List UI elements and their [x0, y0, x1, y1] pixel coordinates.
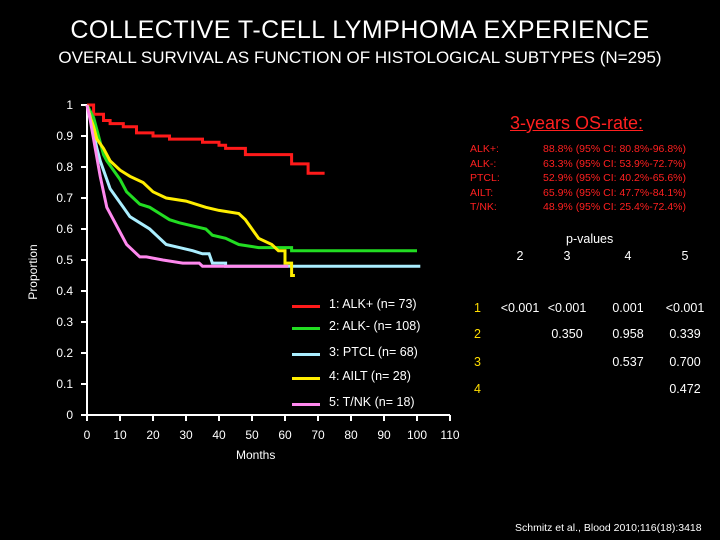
pvalue-cell: 0.472 [669, 382, 701, 396]
legend-label-3: 3: PTCL (n= 68) [329, 345, 418, 359]
os-rate-group: AILT: [470, 186, 494, 199]
legend-line-1 [292, 305, 320, 308]
pvalue-row-header: 2 [474, 327, 481, 341]
x-tick-label: 60 [278, 428, 292, 442]
pvalue-cell: <0.001 [500, 301, 540, 315]
pvalue-col-header: 2 [516, 249, 524, 263]
legend-label-2: 2: ALK- (n= 108) [329, 319, 421, 333]
pvalue-cell: <0.001 [547, 301, 587, 315]
pvalue-cell: 0.537 [612, 355, 644, 369]
legend-label-4: 4: AILT (n= 28) [329, 369, 411, 383]
pvalue-row-header: 3 [474, 355, 481, 369]
os-rate-value: 65.9% (95% CI: 47.7%-84.1%) [543, 186, 686, 199]
pvalue-cell: 0.350 [551, 327, 583, 341]
os-rate-table: ALK+: 88.8% (95% CI: 80.8%-96.8%) ALK-: 63.… [470, 142, 686, 215]
pvalue-title: p-values [566, 232, 614, 246]
citation: Schmitz et al., Blood 2010;116(18):3418 [515, 522, 702, 534]
pvalue-row-header: 1 [474, 301, 481, 315]
pvalue-col-header: 5 [681, 249, 689, 263]
os-rate-row: ALK-: 63.3% (95% CI: 53.9%-72.7%) [470, 157, 686, 172]
survival-curve-2 [85, 104, 417, 253]
os-rate-value: 63.3% (95% CI: 53.9%-72.7%) [543, 157, 686, 170]
y-tick-label: 0.3 [56, 315, 73, 329]
y-tick-label: 0.8 [56, 160, 73, 174]
pvalue-row-header: 4 [474, 382, 481, 396]
os-rate-title: 3-years OS-rate: [510, 113, 644, 133]
slide-title: COLLECTIVE T-CELL LYMPHOMA EXPERIENCE [70, 16, 650, 44]
x-tick-label: 20 [146, 428, 160, 442]
os-rate-group: ALK+: [470, 143, 499, 155]
pvalue-cell: 0.001 [612, 301, 644, 315]
y-tick-label: 0.7 [56, 191, 73, 205]
y-tick-label: 0.5 [56, 253, 73, 267]
pvalue-cell: 0.700 [669, 355, 701, 369]
x-tick-label: 50 [245, 428, 259, 442]
x-tick-label: 100 [407, 428, 427, 442]
os-rate-group: T/NK: [470, 201, 497, 213]
slide-subtitle: OVERALL SURVIVAL AS FUNCTION OF HISTOLOG… [58, 48, 662, 67]
os-rate-value: 48.9% (95% CI: 25.4%-72.4%) [543, 201, 686, 213]
legend-line-4 [292, 377, 320, 380]
x-tick-label: 30 [179, 428, 193, 442]
x-tick-label: 70 [311, 428, 325, 442]
os-rate-row: PTCL: 52.9% (95% CI: 40.2%-65.6%) [470, 171, 686, 186]
y-tick-label: 0.2 [56, 346, 73, 360]
pvalue-col-header: 4 [624, 249, 632, 263]
pvalue-cell: 0.339 [669, 327, 701, 341]
legend-label-5: 5: T/NK (n= 18) [329, 395, 415, 409]
legend-line-3 [292, 353, 320, 356]
legend-line-2 [292, 327, 320, 330]
survival-curve-4 [85, 104, 295, 277]
os-rate-row: T/NK: 48.9% (95% CI: 25.4%-72.4%) [470, 200, 686, 215]
os-rate-row: AILT: 65.9% (95% CI: 47.7%-84.1%) [470, 186, 686, 201]
y-axis-label: Proportion [26, 244, 40, 300]
legend-line-5 [292, 403, 320, 406]
x-tick-label: 0 [84, 428, 91, 442]
os-rate-value: 88.8% (95% CI: 80.8%-96.8%) [543, 143, 686, 155]
os-rate-value: 52.9% (95% CI: 40.2%-65.6%) [543, 172, 686, 184]
x-axis-label: Months [236, 448, 276, 462]
y-tick-label: 0.1 [56, 377, 73, 391]
survival-curve-1 [87, 103, 325, 175]
survival-curve-5 [85, 104, 289, 268]
x-tick-label: 90 [377, 428, 391, 442]
os-rate-row: ALK+: 88.8% (95% CI: 80.8%-96.8%) [470, 142, 686, 157]
legend-label-1: 1: ALK+ (n= 73) [329, 297, 417, 311]
y-tick-label: 0.4 [56, 284, 73, 298]
os-rate-group: ALK-: [470, 157, 497, 170]
x-tick-label: 110 [440, 428, 459, 442]
pvalue-cell: 0.958 [612, 327, 644, 341]
pvalue-col-header: 3 [563, 249, 571, 263]
pvalue-cell: <0.001 [665, 301, 705, 315]
survival-curve-3 [85, 104, 421, 268]
x-tick-label: 10 [113, 428, 127, 442]
y-tick-label: 1 [66, 98, 73, 112]
os-rate-group: PTCL: [470, 172, 500, 184]
y-tick-label: 0.6 [56, 222, 73, 236]
x-tick-label: 80 [344, 428, 358, 442]
y-tick-label: 0.9 [56, 129, 73, 143]
y-tick-label: 0 [66, 408, 73, 422]
x-tick-label: 40 [212, 428, 226, 442]
